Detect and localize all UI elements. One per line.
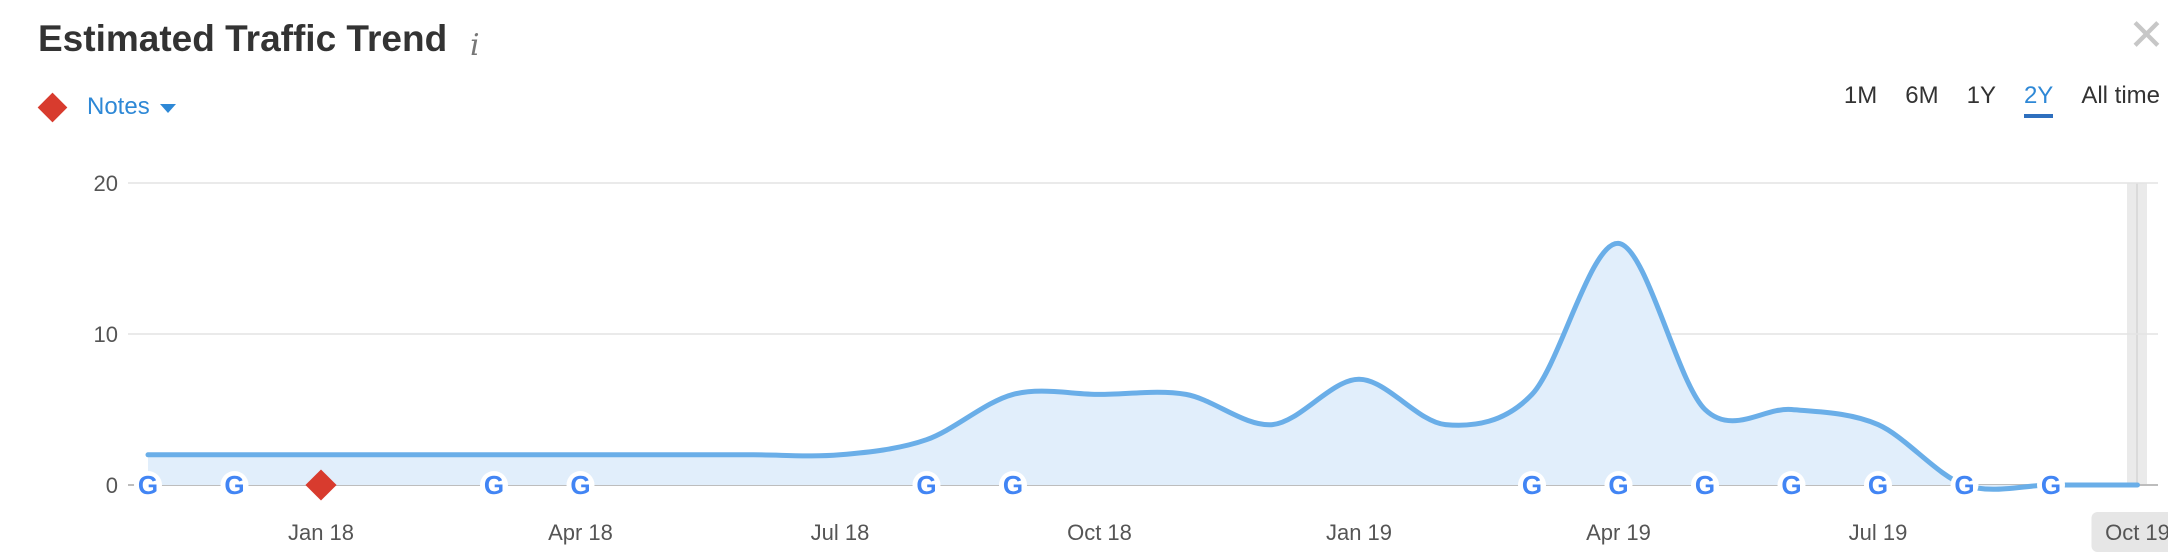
title-text: Estimated Traffic Trend (38, 18, 448, 59)
google-update-icon-glyph: G (1868, 470, 1888, 500)
google-update-icon (220, 471, 249, 499)
google-update-icon (1518, 471, 1546, 499)
google-update-icon-glyph: G (1522, 470, 1542, 500)
google-update-icon-glyph: G (224, 470, 244, 500)
chart-title: Estimated Traffic Trend (38, 18, 447, 60)
google-update-icon-glyph: G (1954, 470, 1974, 500)
period-6m[interactable]: 6M (1905, 82, 1939, 109)
google-update-icon-glyph: G (1781, 470, 1801, 500)
traffic-line (145, 240, 2140, 492)
google-update-icon (1691, 471, 1719, 499)
google-update-icon (912, 471, 941, 499)
y-tick-label: 20 (94, 171, 118, 196)
period-1m[interactable]: 1M (1843, 82, 1878, 109)
traffic-area (148, 243, 2138, 490)
period-all-time[interactable]: All time (2081, 82, 2160, 109)
period-2y[interactable]: 2Y (2023, 82, 2054, 118)
x-tick-label: Oct 19 (2105, 520, 2168, 545)
x-tick-label: Oct 18 (1067, 520, 1132, 545)
google-update-icon (999, 471, 1027, 499)
y-tick-label: 10 (94, 322, 118, 347)
google-update-icon-glyph: G (1003, 470, 1023, 500)
google-update-icon-glyph: G (2041, 470, 2061, 500)
google-update-icon (1777, 471, 1806, 499)
note-diamond-icon (305, 469, 337, 501)
notes-label: Notes (87, 93, 150, 120)
chevron-down-icon (159, 104, 176, 113)
google-update-icon (134, 471, 162, 499)
google-update-icon (1864, 471, 1892, 499)
x-tick-label: Apr 19 (1586, 520, 1651, 545)
google-update-icon (2037, 471, 2065, 499)
notes-dropdown[interactable]: Notes (37, 92, 176, 122)
y-tick-label: 0 (106, 473, 118, 498)
x-tick-label: Jul 19 (1849, 520, 1908, 545)
google-update-icon-glyph: G (1695, 470, 1715, 500)
x-tick-label: Jan 19 (1326, 520, 1392, 545)
close-icon[interactable]: ✕ (2128, 11, 2165, 60)
google-update-icon (1604, 471, 1633, 499)
google-update-icon-glyph: G (570, 470, 590, 500)
google-update-icon-glyph: G (484, 470, 504, 500)
x-tick-label: Jul 18 (811, 520, 870, 545)
google-update-icon-glyph: G (916, 470, 936, 500)
period-1y[interactable]: 1Y (1966, 82, 1996, 109)
google-update-icon-glyph: G (138, 470, 158, 500)
google-update-icon (566, 471, 595, 499)
x-tick-label: Apr 18 (548, 520, 613, 545)
x-tick-highlight (2091, 512, 2168, 552)
period-selector: 1M 6M 1Y 2Y All time (1816, 82, 2160, 118)
x-tick-label: Jan 18 (288, 520, 354, 545)
google-update-icon-glyph: G (1608, 470, 1628, 500)
info-icon[interactable]: i (470, 28, 480, 63)
google-update-icon (480, 471, 508, 499)
google-update-icon (1950, 471, 1979, 499)
